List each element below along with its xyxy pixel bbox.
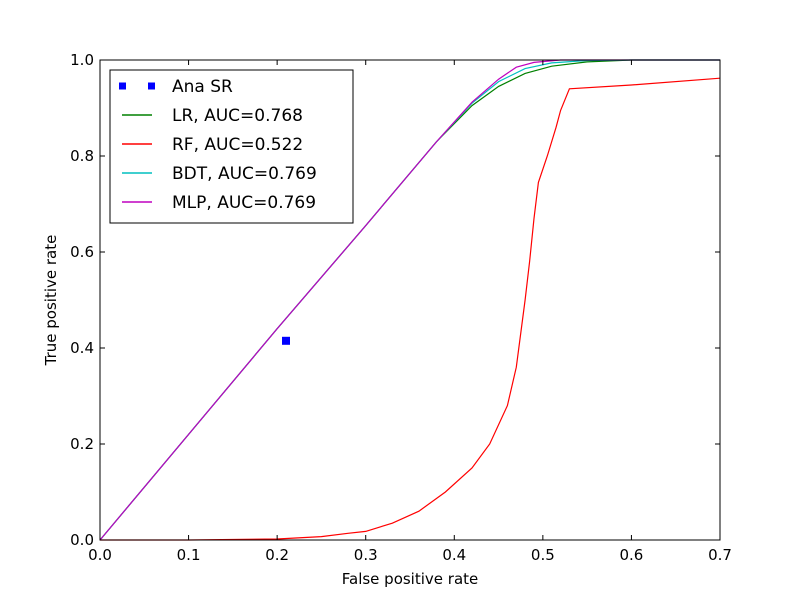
x-tick-label: 0.7	[708, 546, 732, 564]
legend-swatch-ana-sr	[119, 82, 126, 90]
y-tick-label: 0.4	[70, 339, 94, 357]
series-point-ana-sr	[282, 336, 290, 345]
legend-label-bdt-auc-0-769: BDT, AUC=0.769	[172, 164, 317, 184]
y-tick-label: 0.8	[70, 147, 94, 165]
plot-frame	[99, 59, 721, 541]
x-tick-label: 0.1	[177, 546, 201, 564]
x-tick-label: 0.5	[531, 546, 555, 564]
legend-label-lr-auc-0-768: LR, AUC=0.768	[172, 106, 303, 126]
x-tick-label: 0.6	[619, 546, 643, 564]
y-axis-label: True positive rate	[42, 235, 60, 367]
legend-label-ana-sr: Ana SR	[172, 77, 233, 97]
legend-swatch-ana-sr	[148, 82, 155, 90]
x-tick-label: 0.4	[442, 546, 466, 564]
y-tick-label: 0.6	[70, 243, 94, 261]
y-tick-label: 0.0	[70, 531, 94, 549]
legend-label-mlp-auc-0-769: MLP, AUC=0.769	[172, 193, 316, 213]
y-tick-label: 1.0	[70, 51, 94, 69]
x-axis-label: False positive rate	[342, 570, 479, 588]
y-tick-label: 0.2	[70, 435, 94, 453]
x-tick-label: 0.3	[354, 546, 378, 564]
ticks-layer: 0.0 0.1 0.2 0.3 0.4 0.5 0.6 0.7 0.0 0.2 0.4 0.6 0.8 1…	[70, 51, 732, 564]
x-tick-label: 0.2	[265, 546, 289, 564]
legend: Ana SR LR, AUC=0.768 RF, AUC=0.522 BDT, AUC…	[109, 69, 354, 224]
legend-box	[109, 69, 354, 224]
legend-label-rf-auc-0-522: RF, AUC=0.522	[172, 135, 303, 155]
series-line-rf-auc-0-522	[100, 77, 720, 541]
x-tick-label: 0.0	[88, 546, 112, 564]
